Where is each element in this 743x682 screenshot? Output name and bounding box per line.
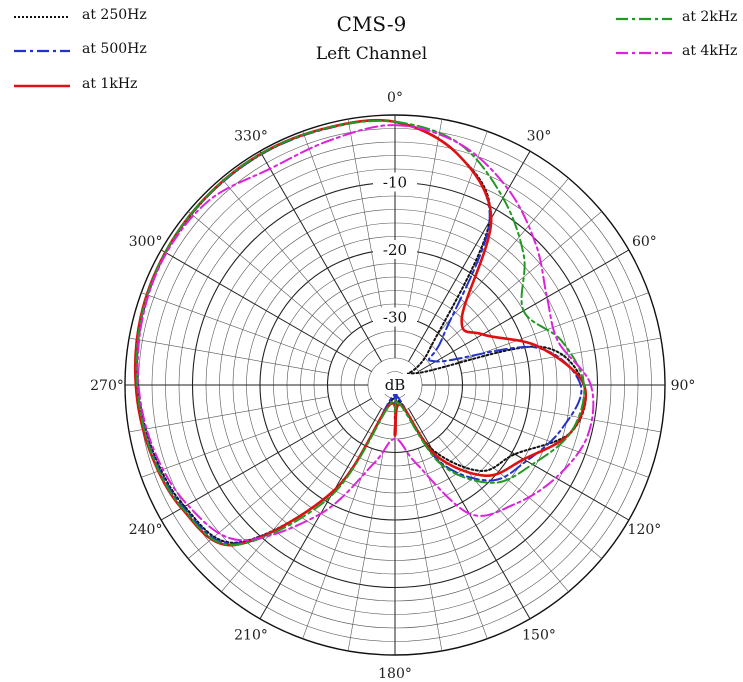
grid-spoke-minor [347, 119, 384, 319]
grid-spoke-minor [347, 451, 384, 651]
legend-item-250hz: at 250Hz [12, 6, 182, 26]
legend-swatch-2khz [616, 17, 672, 21]
angle-tick-label: 240° [129, 522, 163, 538]
legend-item-2khz: at 2kHz [614, 8, 739, 28]
grid-spoke-minor [188, 211, 344, 342]
angle-tick-label: 30° [527, 129, 552, 145]
grid-spoke-minor [221, 178, 352, 334]
chart-subtitle: Left Channel [315, 44, 428, 64]
grid-spoke-major [408, 150, 531, 362]
radial-tick-label: -10 [383, 174, 407, 192]
legend-item-500hz: at 500Hz [12, 40, 182, 60]
grid-spoke-minor [461, 396, 661, 433]
series-line-at-2khz [135, 119, 586, 546]
grid-spoke-minor [221, 436, 352, 592]
grid-spoke-minor [446, 211, 602, 342]
grid-spoke-minor [438, 178, 569, 334]
legend-label-2khz: at 2kHz [682, 9, 738, 25]
grid-spoke-minor [417, 448, 488, 639]
legend-label-4khz: at 4kHz [682, 43, 738, 59]
legend-item-1khz: at 1kHz [12, 75, 182, 95]
legend-swatch-4khz [616, 51, 672, 55]
grid-spoke-minor [141, 407, 332, 478]
series-curves [133, 118, 595, 547]
grid-spoke-minor [461, 337, 661, 374]
grid-spoke-minor [458, 407, 649, 478]
grid-spoke-major [160, 398, 372, 521]
angle-tick-label: 120° [628, 522, 662, 538]
angle-tick-label: 330° [234, 129, 268, 145]
center-unit-label-group: dB [380, 374, 410, 394]
legend-label-500hz: at 500Hz [82, 41, 147, 57]
angle-tick-label: 270° [90, 378, 124, 394]
angle-tick-label: 60° [632, 234, 657, 250]
grid-spoke-minor [446, 428, 602, 559]
radial-tick-label-bg [373, 307, 417, 327]
grid-spoke-minor [302, 131, 373, 322]
series-line-at-1khz [133, 118, 587, 547]
angle-tick-label: 150° [522, 627, 556, 643]
grid-spoke-minor [302, 448, 373, 639]
grid-spoke-minor [406, 451, 443, 651]
angle-tick-label: 210° [234, 627, 268, 643]
radial-tick-labels: -10 -20 -30 [373, 172, 417, 327]
grid-spoke-minor [141, 292, 332, 363]
angle-tick-label: 300° [129, 234, 163, 250]
legend-label-250hz: at 250Hz [82, 7, 147, 23]
grid-spoke-minor [129, 337, 329, 374]
legend-item-4khz: at 4kHz [614, 42, 739, 62]
radial-tick-label-bg [373, 172, 417, 192]
grid-spoke-major [160, 249, 372, 372]
legend-swatch-250hz [14, 16, 70, 18]
angle-tick-label: 90° [671, 378, 696, 394]
series-line-at-4khz [136, 124, 595, 542]
chart-title: CMS-9 [336, 12, 407, 36]
angle-tick-labels: 0° 30° 60° 90° 120° 150° 180° 210° 240° 270° 300° 3… [90, 90, 695, 682]
grid-spoke-minor [438, 436, 569, 592]
radial-tick-label-bg [373, 240, 417, 259]
angle-tick-label: 180° [378, 666, 412, 682]
radial-tick-label: -30 [383, 309, 407, 327]
legend-swatch-1khz [14, 84, 70, 88]
grid-spoke-minor [129, 396, 329, 433]
polar-grid [124, 114, 666, 656]
grid-spoke-minor [406, 119, 443, 319]
legend-label-1khz: at 1kHz [82, 76, 138, 92]
radial-unit-label: dB [385, 376, 406, 394]
grid-spoke-major [259, 150, 382, 362]
radial-tick-label: -20 [383, 241, 407, 259]
angle-tick-label: 0° [387, 90, 403, 106]
legend-swatch-500hz [14, 49, 70, 53]
grid-spoke-minor [417, 131, 488, 322]
